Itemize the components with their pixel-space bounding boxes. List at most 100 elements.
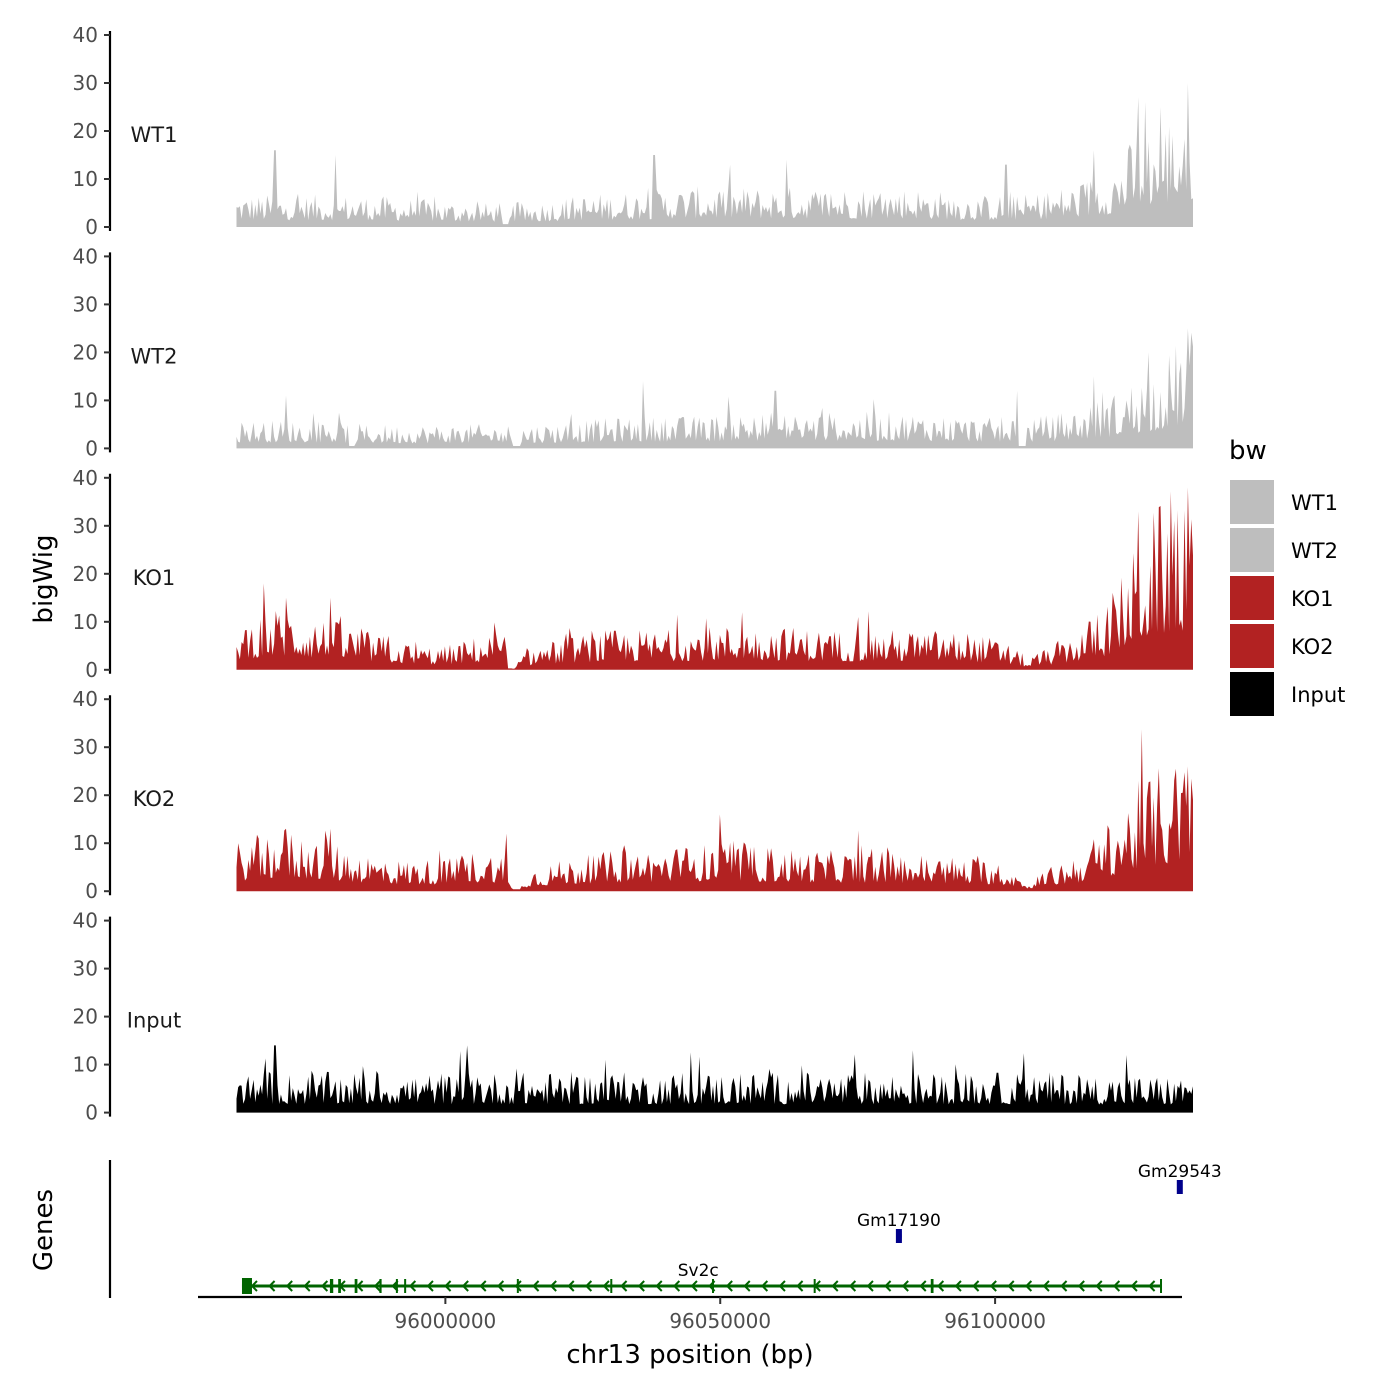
strand-arrow <box>567 1280 575 1292</box>
exon <box>930 1279 934 1293</box>
strand-arrow <box>936 1280 945 1292</box>
strand-arrow <box>725 1280 733 1292</box>
strand-arrow <box>866 1280 874 1292</box>
gene-label-sv2c: Sv2c <box>678 1261 719 1281</box>
exon <box>329 1279 334 1293</box>
legend-key-ko2 <box>1230 624 1274 668</box>
y-tick-label: 40 <box>73 466 98 490</box>
gene-label-gm17190: Gm17190 <box>857 1211 941 1231</box>
y-tick-label: 0 <box>85 1101 98 1125</box>
strand-arrow <box>408 1280 417 1292</box>
exon <box>241 1278 252 1294</box>
x-tick-label: 96050000 <box>669 1309 771 1333</box>
legend-key-wt1 <box>1230 480 1274 524</box>
coverage-area-wt1 <box>236 83 1193 227</box>
y-tick-label: 0 <box>85 658 98 682</box>
y-tick-label: 20 <box>73 562 98 586</box>
legend-key-ko1 <box>1230 576 1274 620</box>
legend-label-wt2: WT2 <box>1291 539 1338 563</box>
strand-arrow <box>426 1280 434 1292</box>
gene-marker <box>1176 1180 1183 1194</box>
track-panel-wt2: 0 10 20 30 40 WT2 <box>73 244 1193 460</box>
gene-sv2c: Sv2c <box>241 1261 1163 1294</box>
legend-label-input: Input <box>1291 683 1345 707</box>
y-tick-label: 10 <box>73 167 98 191</box>
strand-arrow <box>285 1280 293 1292</box>
gene-gm29543: Gm29543 <box>1138 1162 1222 1194</box>
legend: bw WT1 WT2 KO1 KO2 Input <box>1229 436 1345 716</box>
strand-arrow <box>690 1280 698 1292</box>
exon <box>1160 1279 1163 1293</box>
exon <box>711 1279 714 1293</box>
strand-arrow <box>514 1280 522 1292</box>
strand-arrow <box>479 1280 487 1292</box>
coverage-area-wt2 <box>236 328 1193 449</box>
signal-tracks: 0 10 20 30 40 WT1 0 10 20 30 40 WT2 0 10 20 30 40 KO1 0 10 2… <box>73 23 1193 1125</box>
y-tick-label: 30 <box>73 292 98 316</box>
strand-arrow <box>303 1280 311 1292</box>
strand-arrow <box>1007 1280 1015 1292</box>
exon <box>338 1279 341 1293</box>
track-panel-ko2: 0 10 20 30 40 KO2 <box>73 687 1193 903</box>
strand-arrow <box>1112 1280 1121 1292</box>
y-tick-label: 20 <box>73 1005 98 1029</box>
y-tick-label: 0 <box>85 215 98 239</box>
coverage-area-input <box>236 1045 1193 1113</box>
strand-arrow <box>373 1280 381 1292</box>
strand-arrow <box>1042 1280 1050 1292</box>
coverage-area-ko2 <box>236 729 1193 892</box>
strand-arrow <box>1060 1280 1068 1292</box>
gene-gm17190: Gm17190 <box>857 1211 941 1243</box>
track-label-wt1: WT1 <box>131 123 178 147</box>
strand-arrow <box>602 1280 610 1292</box>
legend-key-wt2 <box>1230 528 1274 572</box>
strand-arrow <box>496 1280 505 1292</box>
y-tick-label: 0 <box>85 436 98 460</box>
exon <box>516 1279 519 1293</box>
strand-arrow <box>532 1280 540 1292</box>
strand-arrow <box>972 1280 980 1292</box>
track-panel-input: 0 10 20 30 40 Input <box>73 909 1193 1125</box>
exon <box>354 1279 358 1293</box>
track-label-wt2: WT2 <box>131 344 178 368</box>
coverage-area-ko1 <box>236 487 1193 670</box>
legend-title: bw <box>1229 436 1267 466</box>
legend-label-ko2: KO2 <box>1291 635 1334 659</box>
exon <box>379 1279 382 1293</box>
track-panel-wt1: 0 10 20 30 40 WT1 <box>73 23 1193 239</box>
strand-arrow <box>778 1280 786 1292</box>
strand-arrow <box>954 1280 962 1292</box>
x-tick-label: 96100000 <box>944 1309 1046 1333</box>
x-axis: 96000000 96050000 96100000 <box>198 1295 1182 1333</box>
strand-arrow <box>848 1280 857 1292</box>
gene-annotation-panel: Sv2c Gm17190 Gm29543 <box>108 1160 1222 1298</box>
y-tick-label: 30 <box>73 514 98 538</box>
legend-key-input <box>1230 672 1274 716</box>
strand-arrow <box>989 1280 997 1292</box>
strand-arrow <box>1024 1280 1033 1292</box>
strand-arrow <box>1095 1280 1103 1292</box>
y-tick-label: 30 <box>73 957 98 981</box>
exon <box>395 1279 398 1293</box>
strand-arrow <box>584 1280 593 1292</box>
track-label-ko1: KO1 <box>133 566 176 590</box>
strand-arrow <box>1130 1280 1138 1292</box>
strand-arrow <box>320 1280 329 1292</box>
strand-arrow <box>884 1280 892 1292</box>
y-tick-label: 30 <box>73 71 98 95</box>
y-tick-label: 10 <box>73 1053 98 1077</box>
strand-arrow <box>620 1280 628 1292</box>
strand-arrow <box>268 1280 276 1292</box>
y-tick-label: 0 <box>85 879 98 903</box>
strand-arrow <box>760 1280 769 1292</box>
y-tick-label: 20 <box>73 783 98 807</box>
y-tick-label: 20 <box>73 340 98 364</box>
gene-panel-title: Genes <box>29 1189 59 1271</box>
strand-arrow <box>655 1280 663 1292</box>
strand-arrow <box>901 1280 909 1292</box>
strand-arrow <box>250 1280 258 1292</box>
strand-arrow <box>356 1280 364 1292</box>
exon <box>813 1279 816 1293</box>
y-tick-label: 10 <box>73 388 98 412</box>
